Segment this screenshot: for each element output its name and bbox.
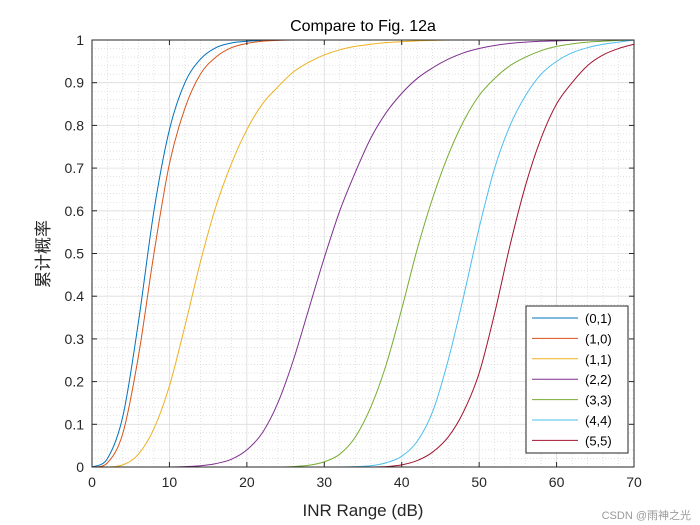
x-tick-label: 0 xyxy=(88,474,96,490)
y-tick-label: 0.9 xyxy=(65,75,85,91)
y-tick-label: 0.6 xyxy=(65,203,85,219)
x-tick-label: 20 xyxy=(239,474,255,490)
x-axis-title: INR Range (dB) xyxy=(303,501,424,520)
y-tick-label: 1 xyxy=(76,32,84,48)
legend-label: (2,2) xyxy=(585,372,612,387)
x-tick-label: 70 xyxy=(626,474,642,490)
y-tick-label: 0.7 xyxy=(65,160,85,176)
y-tick-label: 0.5 xyxy=(65,246,85,262)
chart-title: Compare to Fig. 12a xyxy=(290,18,436,35)
legend-label: (5,5) xyxy=(585,433,612,448)
x-tick-label: 60 xyxy=(549,474,565,490)
watermark: CSDN @雨神之光 xyxy=(602,508,691,522)
legend-label: (0,1) xyxy=(585,311,612,326)
ticks xyxy=(91,39,635,468)
x-tick-label: 40 xyxy=(394,474,410,490)
tick-labels: 0 10 20 30 40 50 60 70 0 0.1 0.2 0.3 0.4 0.5 0.6 0.7 0.8… xyxy=(65,32,642,490)
legend: (0,1) (1,0) (1,1) (2,2) (3,3) (4,4) (5,5) xyxy=(525,305,629,454)
y-tick-label: 0.4 xyxy=(65,288,85,304)
x-tick-label: 10 xyxy=(162,474,178,490)
y-axis-title: 累计概率 xyxy=(34,220,53,288)
legend-label: (4,4) xyxy=(585,413,612,428)
legend-label: (1,1) xyxy=(585,352,612,367)
legend-label: (1,0) xyxy=(585,331,612,346)
y-tick-label: 0.8 xyxy=(65,117,85,133)
y-tick-label: 0.1 xyxy=(65,416,85,432)
y-tick-label: 0.2 xyxy=(65,374,85,390)
y-tick-label: 0.3 xyxy=(65,331,85,347)
y-tick-label: 0 xyxy=(76,459,84,475)
x-tick-label: 50 xyxy=(471,474,487,490)
x-tick-label: 30 xyxy=(316,474,332,490)
legend-label: (3,3) xyxy=(585,393,612,408)
